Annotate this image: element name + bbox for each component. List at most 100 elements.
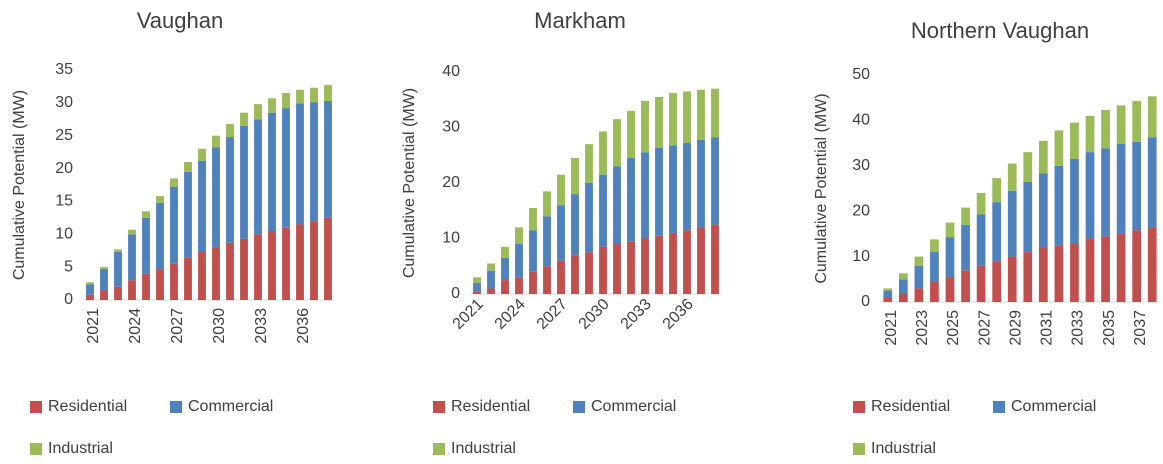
x-tick-label: 2029 (1007, 310, 1024, 346)
bar-segment (898, 273, 908, 280)
bar-segment (898, 279, 908, 293)
y-tick-label: 40 (852, 112, 870, 129)
x-tick-label: 2036 (660, 296, 697, 333)
y-axis-label: Cumulative Potential (MW) (813, 93, 830, 283)
x-tick-label: 2024 (492, 296, 529, 333)
legend-label: Commercial (188, 398, 273, 415)
y-axis-label: Cumulative Potential (MW) (401, 88, 418, 278)
bar-segment (627, 110, 635, 159)
bar-segment (1023, 181, 1033, 253)
bar-segment (683, 230, 691, 294)
bar-segment (655, 96, 663, 149)
bar-segment (627, 241, 635, 294)
legend-label: Commercial (591, 398, 676, 415)
bar-segment (557, 260, 565, 294)
bar-segment (599, 246, 607, 294)
bar-segment (1101, 148, 1110, 237)
y-axis-label: Cumulative Potential (MW) (11, 90, 28, 280)
bar-segment (641, 152, 649, 239)
x-tick-label: 2033 (1070, 310, 1087, 346)
y-tick-label: 5 (64, 258, 73, 275)
y-tick-label: 10 (852, 248, 870, 265)
bar-segment (655, 148, 663, 236)
x-tick-label: 2033 (618, 296, 655, 333)
bar-segment (473, 277, 481, 283)
bar-segment (184, 257, 192, 300)
bar-segment (1023, 152, 1033, 182)
bar-segment (282, 227, 290, 300)
bar-segment (156, 202, 164, 270)
bar-segment (961, 207, 970, 225)
bar-segment (992, 261, 1002, 302)
bar-segment (930, 239, 939, 253)
bar-segment (669, 145, 677, 233)
bar-segment (240, 125, 248, 239)
bar-segment (1132, 230, 1142, 302)
bar-segment (961, 270, 970, 302)
y-tick-label: 0 (861, 293, 870, 310)
bar-segment (627, 158, 635, 242)
y-tick-label: 30 (442, 119, 460, 136)
bar-segment (128, 280, 136, 300)
bar-segment (599, 174, 607, 247)
x-tick-label: 2030 (211, 308, 228, 344)
bar-segment (254, 104, 262, 120)
bar-segment (296, 89, 304, 104)
bar-segment (1116, 105, 1126, 145)
bar-segment (711, 137, 719, 225)
bar-segment (310, 221, 318, 300)
bar-segment (86, 294, 94, 300)
y-tick-label: 0 (451, 285, 460, 302)
y-tick-label: 20 (852, 202, 870, 219)
bar-segment (1070, 122, 1079, 159)
bar-segment (1023, 252, 1033, 302)
bar-segment (473, 291, 481, 294)
bar-segment (898, 292, 908, 302)
legend-label: Commercial (1011, 398, 1096, 415)
y-tick-label: 20 (442, 174, 460, 191)
x-tick-label: 2027 (169, 308, 186, 344)
bar-segment (1038, 247, 1048, 302)
bar-segment (883, 297, 893, 302)
bar-segment (1132, 141, 1142, 231)
bar-segment (1085, 152, 1095, 239)
bar-segment (487, 263, 495, 271)
bar-segment (914, 256, 924, 266)
bar-segment (641, 238, 649, 294)
bar-segment (613, 166, 621, 245)
bar-segment (697, 139, 705, 228)
bar-segment (613, 119, 621, 167)
bar-segment (1147, 137, 1157, 228)
bar-segment (1007, 256, 1017, 302)
bar-segment (198, 148, 206, 161)
chart-title: Markham (534, 8, 626, 33)
bar-segment (212, 135, 220, 148)
legend-swatch (30, 443, 42, 455)
bar-segment (226, 137, 234, 243)
bar-segment (515, 227, 523, 245)
y-tick-label: 10 (442, 230, 460, 247)
bar-segment (1070, 242, 1079, 302)
bar-segment (571, 158, 579, 195)
bar-segment (254, 119, 262, 235)
bar-segment (501, 257, 509, 281)
bar-segment (128, 234, 136, 281)
bar-segment (501, 280, 509, 294)
y-tick-label: 40 (442, 63, 460, 80)
bar-segment (1038, 173, 1048, 248)
bar-segment (1085, 115, 1095, 153)
bar-segment (571, 255, 579, 294)
bar-segment (976, 265, 986, 302)
bar-segment (599, 131, 607, 175)
legend-swatch (170, 401, 182, 413)
bar-segment (184, 171, 192, 258)
x-tick-label: 2027 (976, 310, 993, 346)
bar-segment (992, 178, 1002, 203)
bar-segment (128, 229, 136, 235)
bar-segment (945, 222, 955, 238)
legend-label: Residential (451, 398, 530, 415)
x-tick-label: 2023 (914, 310, 931, 346)
x-tick-label: 2031 (1039, 310, 1056, 346)
bar-segment (711, 88, 719, 138)
bar-segment (268, 112, 276, 231)
